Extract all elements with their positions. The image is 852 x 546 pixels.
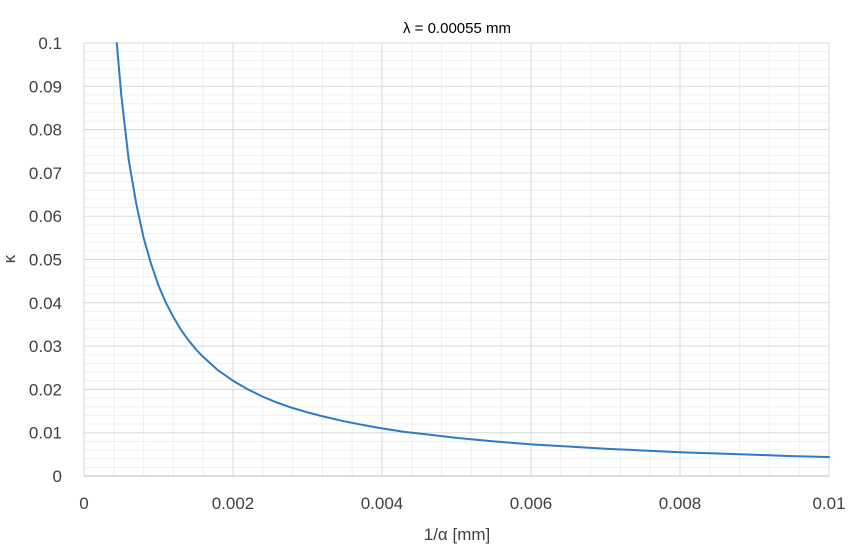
x-tick-label: 0.002 [212,494,255,513]
y-tick-label: 0.1 [38,34,62,53]
x-tick-label: 0.01 [812,494,845,513]
x-axis-label: 1/α [mm] [424,525,491,544]
y-tick-label: 0.08 [29,121,62,140]
series-layer [115,42,830,458]
y-tick-label: 0.03 [29,337,62,356]
x-tick-label: 0 [79,494,88,513]
y-tick-label: 0 [53,467,62,486]
chart-title: λ = 0.00055 mm [403,20,511,37]
y-tick-label: 0.05 [29,251,62,270]
y-tick-label: 0.09 [29,77,62,96]
series-line [115,42,830,458]
y-tick-label: 0.02 [29,380,62,399]
x-tick-label: 0.008 [659,494,702,513]
x-axis-ticks: 0 0.002 0.004 0.006 0.008 0.01 [79,494,845,513]
y-axis-label: κ [0,254,19,263]
y-tick-label: 0.01 [29,424,62,443]
y-tick-label: 0.07 [29,164,62,183]
y-tick-label: 0.04 [29,294,62,313]
major-grid [83,42,830,477]
y-axis-ticks: 0 0.01 0.02 0.03 0.04 0.05 0.06 0.07 0.08 0.09 0.1 [29,34,62,486]
x-tick-label: 0.006 [510,494,553,513]
x-tick-label: 0.004 [361,494,404,513]
y-tick-label: 0.06 [29,207,62,226]
